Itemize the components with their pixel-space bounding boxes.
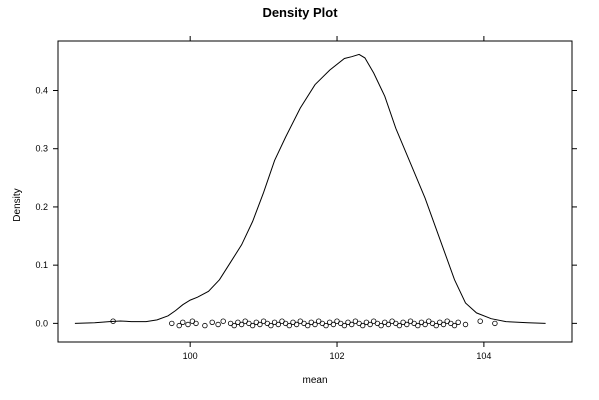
plot-frame (57, 40, 573, 343)
y-tick-label: 0.0 (35, 318, 48, 328)
rug-point (440, 321, 447, 328)
rug-point (209, 319, 215, 325)
rug-point (293, 321, 300, 328)
rug-points (110, 318, 498, 329)
rug-point (231, 322, 237, 329)
y-tick-label: 0.1 (35, 260, 48, 270)
y-axis-right (572, 89, 577, 324)
rug-point (249, 322, 256, 329)
rug-point (385, 321, 392, 328)
rug-point (378, 322, 384, 329)
rug-point (185, 321, 191, 328)
rug-point (349, 321, 355, 328)
x-axis-top (189, 36, 485, 41)
rug-point (367, 321, 373, 328)
rug-point (176, 322, 182, 329)
rug-point (305, 322, 311, 329)
x-axis-label: mean (302, 375, 327, 386)
rug-point (215, 321, 221, 328)
rug-point (169, 320, 175, 327)
rug-point (238, 321, 245, 328)
rug-point (477, 318, 483, 324)
rug-point (268, 322, 274, 329)
y-tick-label: 0.2 (35, 202, 48, 212)
density-series (74, 53, 546, 324)
y-tick-label: 0.4 (35, 85, 48, 95)
rug-point (360, 322, 366, 329)
y-axis-left: 0.0 0.1 0.2 0.3 0.4 (35, 85, 58, 328)
rug-point (220, 318, 226, 324)
rug-point (257, 321, 263, 328)
density-line (74, 53, 546, 324)
rug-point (396, 322, 403, 329)
rug-point (323, 322, 329, 329)
y-axis-label: Density (12, 188, 23, 221)
x-tick-label: 102 (330, 351, 345, 361)
rug-point (202, 322, 208, 329)
x-tick-label: 100 (183, 351, 198, 361)
rug-point (110, 318, 116, 324)
rug-point (422, 321, 428, 328)
rug-point (330, 321, 337, 328)
rug-point (404, 321, 410, 328)
rug-point (286, 322, 292, 329)
rug-point (193, 320, 199, 327)
rug-point (180, 319, 186, 325)
rug-point (341, 322, 348, 329)
x-axis-bottom: 100 102 104 (183, 342, 491, 361)
rug-point (275, 321, 281, 328)
rug-point (415, 322, 421, 329)
rug-point (433, 322, 439, 329)
x-tick-label: 104 (476, 351, 491, 361)
chart-title: Density Plot (262, 5, 338, 20)
rug-point (455, 319, 461, 325)
y-tick-label: 0.3 (35, 144, 48, 154)
rug-point (451, 322, 458, 329)
rug-point (492, 320, 498, 327)
rug-point (312, 321, 318, 328)
rug-point (462, 321, 469, 328)
